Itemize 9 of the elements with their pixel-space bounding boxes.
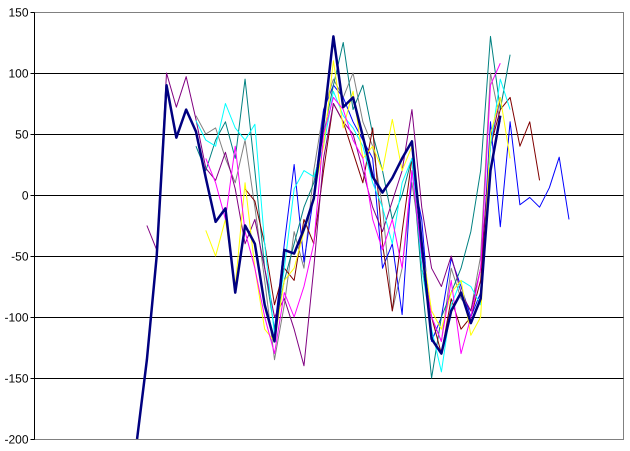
y-tick-label: 150	[8, 6, 29, 20]
line-series	[136, 35, 502, 439]
y-tick-label: -150	[4, 372, 29, 386]
y-tick-label: 0	[22, 188, 29, 202]
y-tick-label: -200	[4, 432, 29, 446]
y-tick-label: 50	[15, 128, 29, 142]
y-tick-label: -100	[4, 310, 29, 324]
y-tick-label: -50	[11, 250, 29, 264]
y-tick-label: 100	[8, 66, 29, 80]
